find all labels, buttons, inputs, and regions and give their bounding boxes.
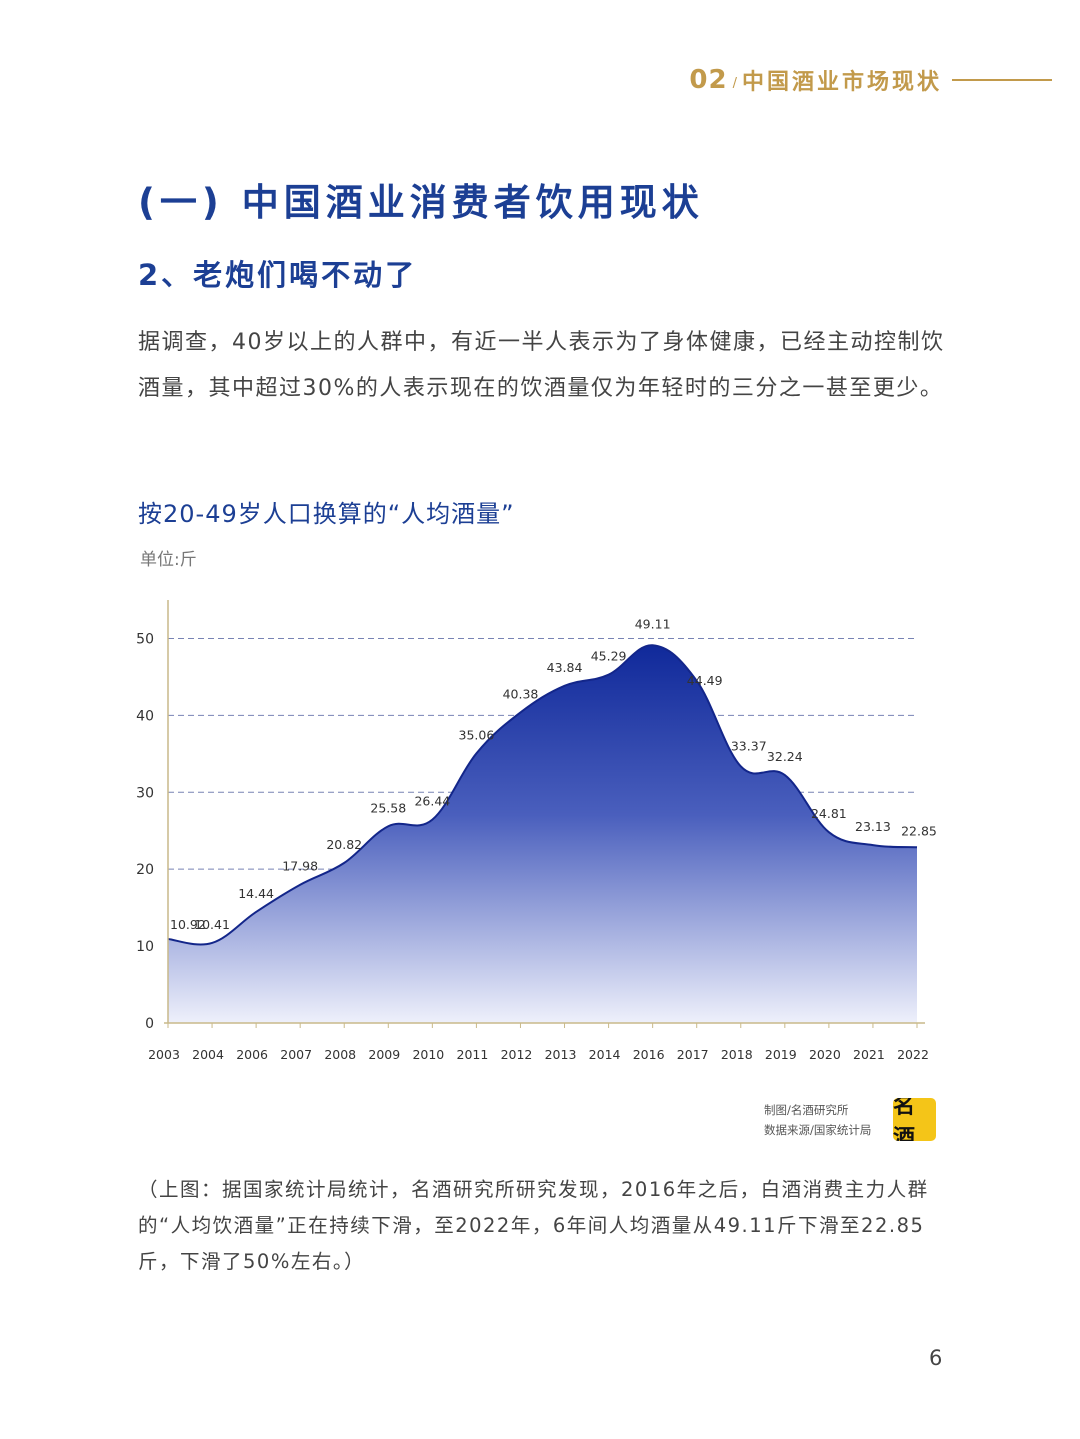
brand-logo: 名酒 <box>893 1098 936 1141</box>
credit-line-1: 制图/名酒研究所 <box>764 1103 849 1117</box>
data-label: 25.58 <box>370 800 406 815</box>
y-tick-label: 20 <box>136 862 154 878</box>
section-slash: / <box>732 75 737 91</box>
data-label: 49.11 <box>635 616 671 631</box>
page-number: 6 <box>929 1346 943 1370</box>
x-tick-label: 2006 <box>236 1047 268 1062</box>
y-tick-label: 30 <box>136 785 154 801</box>
x-tick-label: 2004 <box>192 1047 224 1062</box>
chart-credit: 制图/名酒研究所 数据来源/国家统计局 <box>764 1100 871 1140</box>
chart-unit-label: 单位:斤 <box>140 550 197 570</box>
y-tick-label: 0 <box>145 1016 154 1032</box>
data-label: 17.98 <box>282 859 318 874</box>
section-title: 中国酒业市场现状 <box>741 70 942 95</box>
data-label: 22.85 <box>901 823 937 838</box>
x-tick-label: 2010 <box>412 1047 444 1062</box>
data-label: 35.06 <box>459 727 495 742</box>
page-title: (一) 中国酒业消费者饮用现状 <box>138 181 704 224</box>
y-tick-label: 50 <box>136 631 154 647</box>
header-rule <box>952 79 1052 81</box>
x-tick-label: 2017 <box>677 1047 709 1062</box>
data-label: 40.38 <box>503 686 539 701</box>
y-tick-label: 10 <box>136 939 154 955</box>
data-label: 43.84 <box>547 660 583 675</box>
x-tick-label: 2012 <box>501 1047 533 1062</box>
credit-line-2: 数据来源/国家统计局 <box>764 1123 872 1137</box>
logo-text: 名酒 <box>893 1098 916 1141</box>
x-tick-label: 2011 <box>457 1047 489 1062</box>
x-tick-label: 2014 <box>589 1047 621 1062</box>
data-label: 32.24 <box>767 749 803 764</box>
data-label: 20.82 <box>326 837 362 852</box>
data-label: 23.13 <box>855 819 891 834</box>
x-tick-label: 2008 <box>324 1047 356 1062</box>
area-fill <box>168 645 917 1023</box>
chart-caption: （上图：据国家统计局统计，名酒研究所研究发现，2016年之后，白酒消费主力人群的… <box>138 1178 929 1273</box>
data-label: 26.44 <box>414 794 450 809</box>
body-paragraph: 据调查，40岁以上的人群中，有近一半人表示为了身体健康，已经主动控制饮酒量，其中… <box>138 330 945 401</box>
data-label: 33.37 <box>731 738 767 753</box>
x-tick-label: 2020 <box>809 1047 841 1062</box>
data-label: 10.92 <box>170 917 206 932</box>
x-tick-label: 2009 <box>368 1047 400 1062</box>
x-tick-label: 2018 <box>721 1047 753 1062</box>
data-label: 24.81 <box>811 806 847 821</box>
x-tick-label: 2007 <box>280 1047 312 1062</box>
page-header: 02 / 中国酒业市场现状 <box>689 64 1052 96</box>
x-tick-label: 2003 <box>148 1047 180 1062</box>
y-tick-label: 40 <box>136 708 154 724</box>
axes: 0 10 20 30 40 50 2003 2004 2006 2007 2008 2009 2010 2… <box>136 600 929 1062</box>
x-tick-label: 2013 <box>545 1047 577 1062</box>
data-label: 10.41 <box>194 917 230 932</box>
data-label: 44.49 <box>687 673 723 688</box>
page-subtitle: 2、老炮们喝不动了 <box>138 258 418 292</box>
x-tick-label: 2021 <box>853 1047 885 1062</box>
area-chart: 0 10 20 30 40 50 2003 2004 2006 2007 2008 2009 2010 2… <box>136 600 937 1062</box>
x-tick-label: 2016 <box>633 1047 665 1062</box>
chart-title: 按20-49岁人口换算的“人均酒量” <box>138 500 515 528</box>
x-tick-label: 2022 <box>897 1047 929 1062</box>
section-number: 02 <box>689 65 728 95</box>
data-label: 45.29 <box>591 649 627 664</box>
series-line <box>167 644 918 946</box>
x-tick-label: 2019 <box>765 1047 797 1062</box>
data-label: 14.44 <box>238 886 274 901</box>
